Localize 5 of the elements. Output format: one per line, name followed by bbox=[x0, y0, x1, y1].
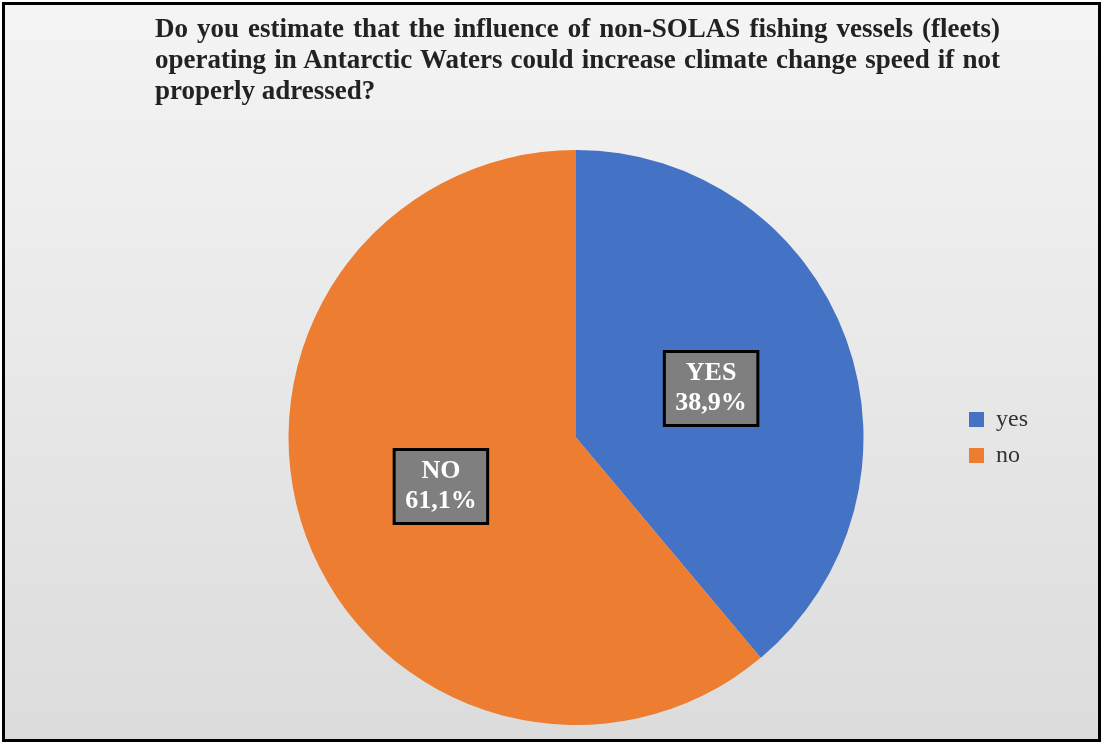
legend-label: yes bbox=[996, 404, 1029, 431]
legend-label: no bbox=[996, 440, 1021, 467]
data-label: NO 61,1% bbox=[405, 455, 477, 515]
chart-title: Do you estimate that the influence of non-SOLAS fishing vessels (fleets) operating in Antarctic Waters could increase climate change speed if not properly adressed? bbox=[155, 13, 1000, 106]
data-label: YES 38,9% bbox=[675, 357, 747, 417]
